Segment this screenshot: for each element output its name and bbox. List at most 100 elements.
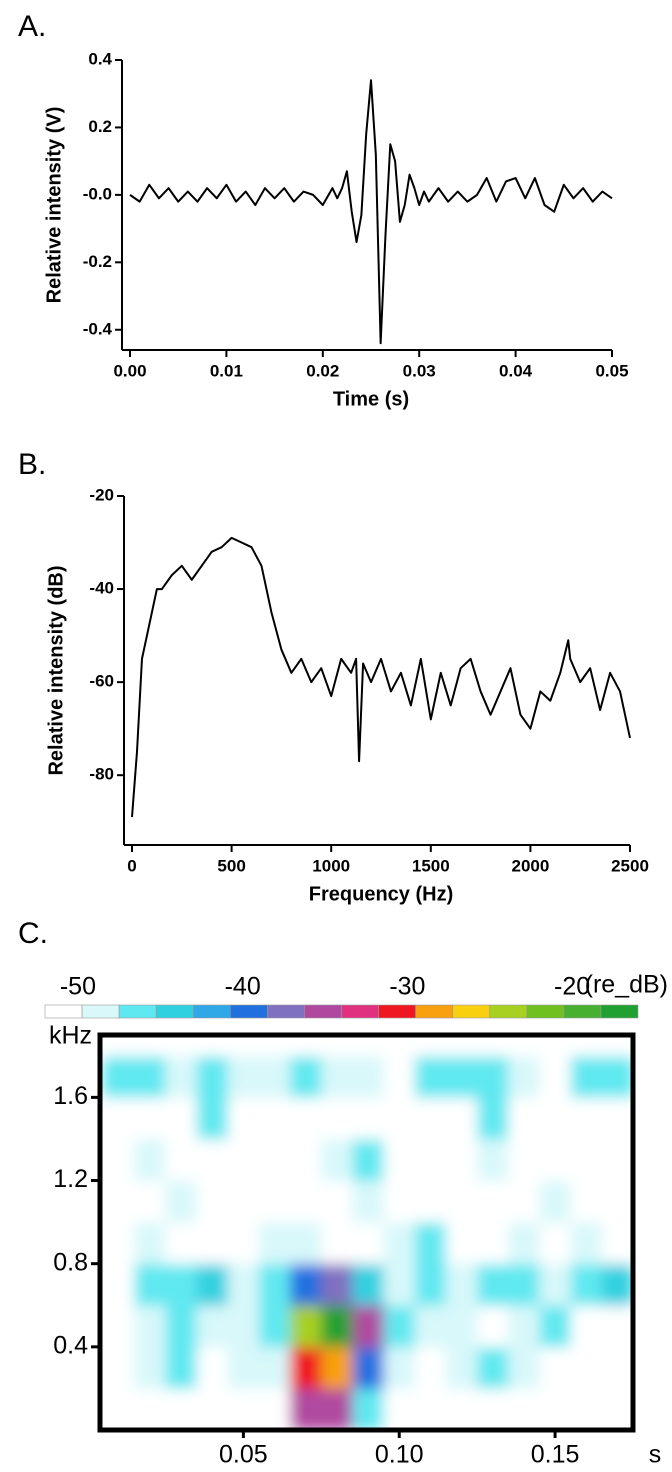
heatmap-cell <box>290 1055 322 1098</box>
heatmap-cell <box>601 1263 633 1306</box>
y-tick-label: -40 <box>89 579 114 598</box>
heatmap-cell <box>134 1180 166 1223</box>
heatmap-cell <box>227 1305 260 1348</box>
heatmap-cell <box>290 1222 322 1265</box>
heatmap-cell <box>227 1035 260 1057</box>
heatmap-cell <box>258 1180 291 1223</box>
heatmap-cell <box>290 1305 322 1348</box>
colorbar-swatch <box>304 1004 342 1019</box>
colorbar-swatch <box>230 1004 268 1019</box>
heatmap-cell <box>227 1222 260 1265</box>
heatmap-cell <box>508 1035 540 1057</box>
heatmap-cell <box>508 1222 540 1265</box>
heatmap-cell <box>134 1263 166 1306</box>
heatmap-cell <box>196 1388 229 1430</box>
heatmap-cell <box>601 1055 633 1098</box>
heatmap-cell <box>508 1305 540 1348</box>
heatmap-cell <box>258 1097 291 1140</box>
heatmap-cell <box>103 1055 135 1098</box>
heatmap-cell <box>477 1305 509 1348</box>
heatmap-cell <box>196 1055 229 1098</box>
heatmap-cell <box>258 1263 291 1306</box>
heatmap-cell <box>508 1388 540 1430</box>
y-tick-label: 0.8 <box>53 1248 88 1276</box>
heatmap-cell <box>383 1388 416 1430</box>
x-tick-label: 2000 <box>511 856 549 875</box>
heatmap-cell <box>539 1222 572 1265</box>
y-tick-label: -0.4 <box>83 319 113 338</box>
heatmap-cell <box>290 1263 322 1306</box>
heatmap-cell <box>352 1035 385 1057</box>
x-axis-title: Time (s) <box>333 388 409 410</box>
y-axis-title: Relative intensity (dB) <box>45 565 67 775</box>
heatmap-cell <box>414 1180 447 1223</box>
heatmap-cell <box>227 1138 260 1182</box>
colorbar-tick-label: -30 <box>389 973 425 1001</box>
heatmap-cell <box>258 1222 291 1265</box>
y-tick-label: 0.4 <box>53 1331 88 1359</box>
heatmap-cell <box>103 1263 135 1306</box>
heatmap-cell <box>103 1180 135 1223</box>
heatmap-cell <box>321 1346 353 1389</box>
colorbar-tick-label: -50 <box>60 973 96 1001</box>
heatmap-cell <box>570 1346 603 1389</box>
x-tick-label: 1000 <box>312 856 350 875</box>
heatmap-cell <box>321 1097 353 1140</box>
heatmap-cell <box>414 1305 447 1348</box>
colorbar-label: (re_dB) <box>585 971 668 999</box>
heatmap-cell <box>508 1346 540 1389</box>
heatmap-cell <box>445 1035 478 1057</box>
heatmap-cell <box>321 1222 353 1265</box>
heatmap-cell <box>134 1346 166 1389</box>
heatmap-cell <box>196 1263 229 1306</box>
x-tick-label: 0.04 <box>499 361 533 380</box>
heatmap-cell <box>196 1138 229 1182</box>
heatmap-cell <box>134 1138 166 1182</box>
heatmap-cell <box>321 1263 353 1306</box>
heatmap-cell <box>290 1035 322 1057</box>
heatmap-cell <box>383 1035 416 1057</box>
heatmap-cell <box>508 1055 540 1098</box>
heatmap-cell <box>570 1305 603 1348</box>
heatmap-cell <box>196 1097 229 1140</box>
x-tick-label: 0 <box>127 856 136 875</box>
panel-label: B. <box>18 448 46 481</box>
heatmap-cell <box>601 1035 633 1057</box>
heatmap-cell <box>227 1097 260 1140</box>
heatmap-cell <box>539 1263 572 1306</box>
heatmap-cell <box>165 1138 198 1182</box>
heatmap-cell <box>258 1305 291 1348</box>
heatmap-cell <box>414 1388 447 1430</box>
heatmap-cell <box>321 1055 353 1098</box>
heatmap-cell <box>290 1138 322 1182</box>
heatmap-cell <box>570 1263 603 1306</box>
heatmap-cell <box>258 1138 291 1182</box>
heatmap-cell <box>539 1388 572 1430</box>
heatmap-cell <box>414 1263 447 1306</box>
colorbar-swatch <box>563 1004 602 1019</box>
heatmap-cell <box>477 1263 509 1306</box>
heatmap-cell <box>352 1097 385 1140</box>
heatmap-cell <box>539 1138 572 1182</box>
heatmap-cell <box>352 1222 385 1265</box>
heatmap-cell <box>352 1055 385 1098</box>
colorbar-swatch <box>81 1004 120 1019</box>
x-tick-label: 0.02 <box>306 361 339 380</box>
heatmap-cell <box>477 1346 509 1389</box>
panel-label: C. <box>18 917 48 950</box>
heatmap-cell <box>165 1346 198 1389</box>
colorbar-swatch <box>341 1004 379 1019</box>
heatmap-cell <box>383 1222 416 1265</box>
heatmap-cell <box>383 1346 416 1389</box>
heatmap-cell <box>477 1035 509 1057</box>
heatmap-cell <box>165 1305 198 1348</box>
heatmap-cell <box>477 1055 509 1098</box>
colorbar-swatch <box>378 1004 416 1019</box>
heatmap-cell <box>321 1305 353 1348</box>
heatmap-cell <box>352 1305 385 1348</box>
heatmap-cell <box>477 1222 509 1265</box>
heatmap-cell <box>103 1222 135 1265</box>
heatmap-cell <box>414 1055 447 1098</box>
